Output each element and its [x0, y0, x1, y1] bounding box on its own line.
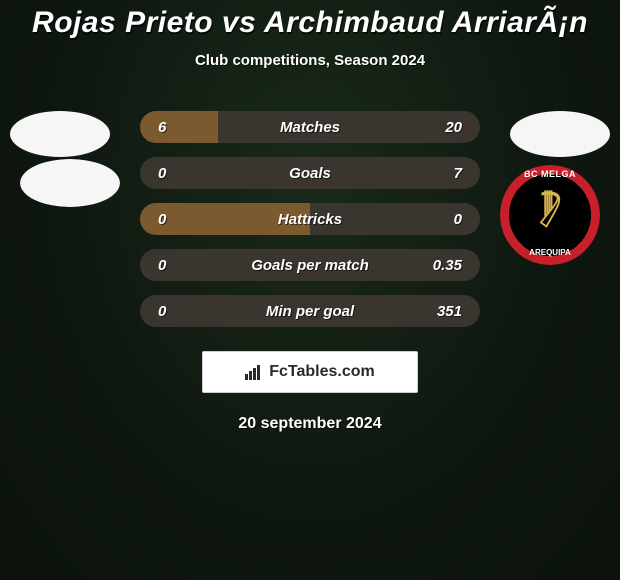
stat-value-right: 20 — [445, 119, 462, 136]
date-text: 20 september 2024 — [0, 415, 620, 433]
stat-value-left: 6 — [158, 119, 166, 136]
club-right-top-text: BC MELGA — [524, 169, 576, 179]
stat-label: Goals per match — [251, 257, 369, 274]
stat-label: Hattricks — [278, 211, 342, 228]
stat-row: 0 Hattricks 0 — [140, 203, 480, 235]
stat-row: 0 Goals 7 — [140, 157, 480, 189]
club-right-bottom-text: AREQUIPA — [529, 248, 571, 257]
stat-bar-right — [218, 111, 480, 143]
club-badge-right-inner: BC MELGA 𓏢 AREQUIPA — [500, 165, 600, 265]
stat-rows: 6 Matches 20 0 Goals 7 0 Hattricks 0 0 Goals per m… — [140, 111, 480, 327]
stat-label: Min per goal — [266, 303, 354, 320]
stat-row: 0 Min per goal 351 — [140, 295, 480, 327]
stat-row: 6 Matches 20 — [140, 111, 480, 143]
subtitle: Club competitions, Season 2024 — [0, 52, 620, 69]
stat-value-right: 351 — [437, 303, 462, 320]
club-badge-right: BC MELGA 𓏢 AREQUIPA — [500, 165, 600, 265]
stat-value-right: 0.35 — [433, 257, 462, 274]
page-title: Rojas Prieto vs Archimbaud ArriarÃ¡n — [0, 0, 620, 40]
brand-box: FcTables.com — [202, 351, 418, 393]
player-photo-left — [10, 111, 110, 157]
stat-label: Matches — [280, 119, 340, 136]
club-badge-left — [20, 159, 120, 207]
stat-row: 0 Goals per match 0.35 — [140, 249, 480, 281]
stat-value-left: 0 — [158, 211, 166, 228]
player-photo-right — [510, 111, 610, 157]
lyre-icon: 𓏢 — [539, 197, 562, 233]
brand-text: FcTables.com — [269, 363, 375, 381]
stat-value-left: 0 — [158, 165, 166, 182]
stat-value-left: 0 — [158, 257, 166, 274]
bar-chart-icon — [245, 364, 263, 380]
stat-value-right: 0 — [454, 211, 462, 228]
club-badge-left-placeholder — [20, 159, 120, 207]
stat-value-right: 7 — [454, 165, 462, 182]
stat-bar-left — [140, 111, 218, 143]
content: Rojas Prieto vs Archimbaud ArriarÃ¡n Clu… — [0, 0, 620, 433]
stats-area: BC MELGA 𓏢 AREQUIPA 6 Matches 20 0 Goals 7 0 Ha… — [0, 111, 620, 327]
stat-value-left: 0 — [158, 303, 166, 320]
stat-label: Goals — [289, 165, 331, 182]
